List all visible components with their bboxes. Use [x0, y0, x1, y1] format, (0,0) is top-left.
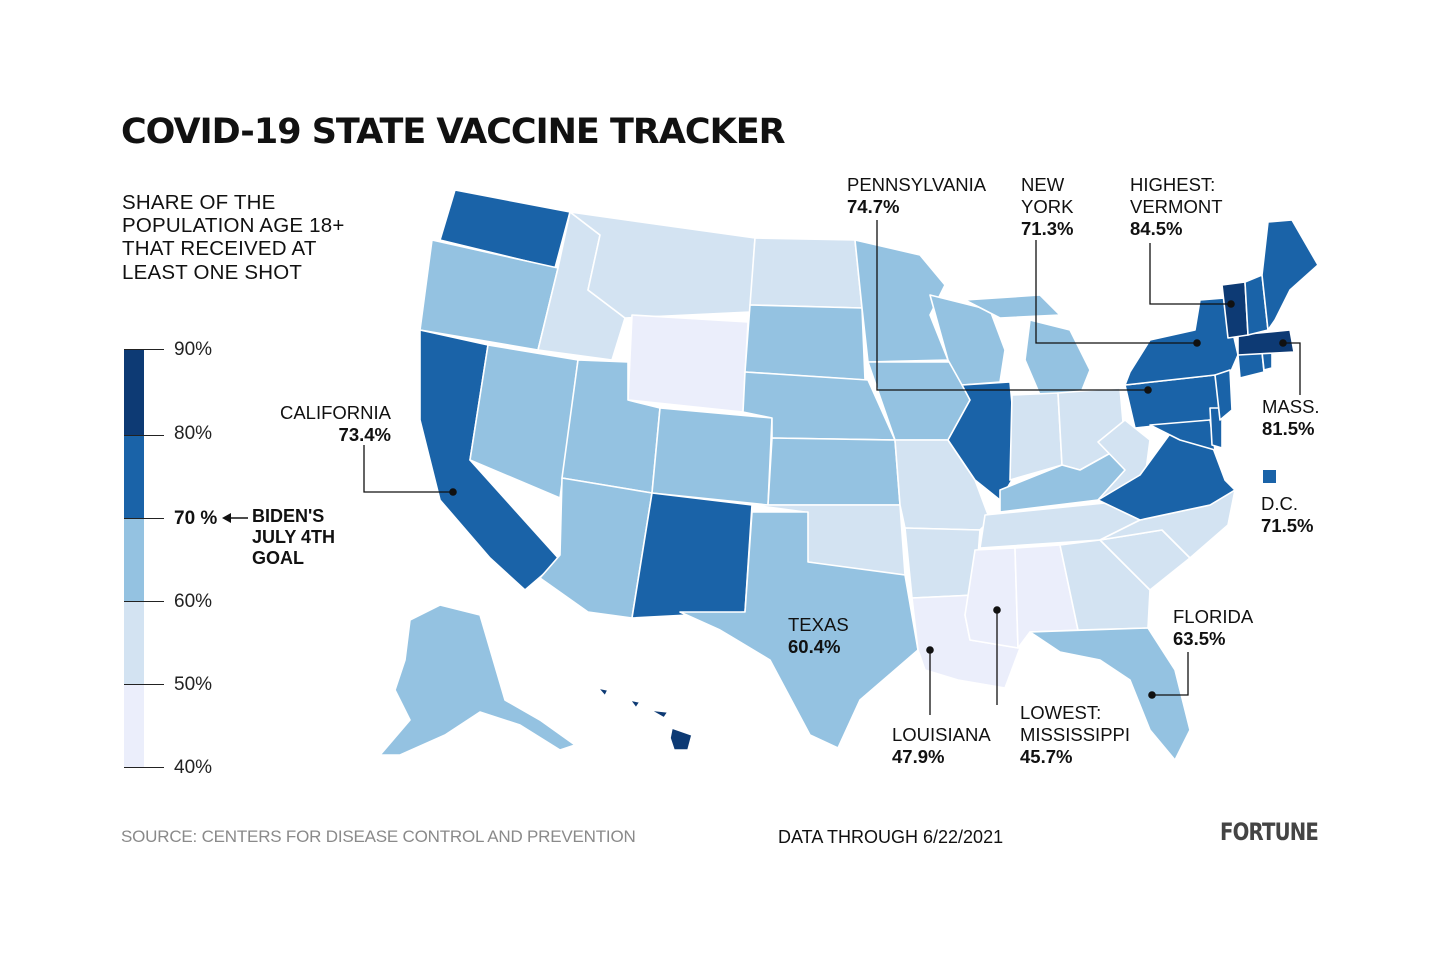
state-south-dakota	[744, 304, 866, 381]
state-texas	[679, 511, 919, 749]
callout-california: CALIFORNIA 73.4%	[276, 402, 391, 446]
legend-tick-label-60: 60%	[174, 591, 213, 612]
state-connecticut	[1237, 351, 1265, 379]
callout-pennsylvania-name: PENNSYLVANIA	[847, 174, 987, 195]
callout-new-york-name: NEW YORK	[1021, 174, 1074, 217]
callout-louisiana: LOUISIANA 47.9%	[892, 724, 991, 768]
state-indiana	[1009, 392, 1063, 481]
callout-louisiana-value: 47.9%	[892, 746, 945, 767]
callout-mississippi-name: LOWEST: MISSISSIPPI	[1020, 702, 1131, 745]
state-minnesota	[854, 239, 949, 363]
state-hawaii	[597, 687, 693, 751]
state-north-dakota	[749, 237, 863, 309]
data-through-note: DATA THROUGH 6/22/2021	[778, 827, 1004, 847]
goal-arrow-icon	[222, 513, 248, 523]
map-title: COVID-19 STATE VACCINE TRACKER	[121, 112, 786, 152]
state-new-jersey	[1214, 369, 1233, 421]
dot-pennsylvania	[1144, 386, 1152, 394]
legend-tick-label-70: 70 %	[174, 508, 218, 529]
callout-california-value: 73.4%	[338, 424, 391, 445]
fortune-logo: FORTUNE	[1220, 818, 1319, 846]
callout-california-name: CALIFORNIA	[279, 402, 391, 423]
callout-vermont-value: 84.5%	[1130, 218, 1183, 239]
callout-pennsylvania-value: 74.7%	[847, 196, 900, 217]
dot-vermont	[1227, 300, 1235, 308]
state-michigan	[1024, 319, 1091, 396]
callout-florida-value: 63.5%	[1173, 628, 1226, 649]
callout-florida: FLORIDA 63.5%	[1173, 606, 1253, 650]
leader-florida	[1152, 652, 1189, 696]
callout-mass: MASS. 81.5%	[1262, 396, 1320, 440]
callout-dc-name: D.C.	[1261, 493, 1298, 514]
dot-mississippi	[993, 606, 1001, 614]
legend-color-scale	[124, 349, 144, 767]
state-nevada	[469, 344, 579, 499]
legend-bin-60-70	[124, 518, 144, 601]
legend-tick-70	[124, 518, 164, 519]
callout-pennsylvania: PENNSYLVANIA 74.7%	[847, 174, 986, 218]
callout-vermont-name: HIGHEST: VERMONT	[1130, 174, 1223, 217]
state-colorado	[651, 407, 773, 506]
callout-mass-name: MASS.	[1262, 396, 1320, 417]
callout-mississippi-value: 45.7%	[1020, 746, 1073, 767]
dot-new-york	[1193, 339, 1201, 347]
state-kansas	[767, 437, 901, 506]
leader-vermont	[1149, 243, 1231, 305]
leader-california	[363, 445, 453, 493]
state-massachusetts	[1237, 329, 1295, 356]
callout-new-york: NEW YORK 71.3%	[1021, 174, 1081, 240]
legend-tick-label-90: 90%	[174, 339, 213, 360]
dot-mass	[1279, 339, 1287, 347]
legend-tick-50	[124, 684, 164, 685]
callout-mass-value: 81.5%	[1262, 418, 1315, 439]
callout-florida-name: FLORIDA	[1173, 606, 1254, 627]
legend-bin-50-60	[124, 601, 144, 684]
legend-tick-80	[124, 435, 164, 436]
callout-dc: D.C. 71.5%	[1261, 493, 1313, 537]
legend-bin-70-80	[124, 435, 144, 518]
map-subtitle: SHARE OF THE POPULATION AGE 18+ THAT REC…	[122, 191, 345, 284]
legend-tick-label-80: 80%	[174, 423, 213, 444]
state-mississippi	[964, 547, 1019, 649]
dc-color-swatch	[1263, 470, 1276, 483]
state-maryland	[1149, 419, 1216, 451]
state-new-york	[1124, 297, 1239, 386]
legend-tick-60	[124, 601, 164, 602]
dot-california	[449, 488, 457, 496]
leader-pennsylvania	[876, 220, 1148, 391]
callout-texas-value: 60.4%	[788, 636, 841, 657]
legend-bin-40-50	[124, 684, 144, 767]
dot-florida	[1148, 691, 1156, 699]
state-maine	[1261, 219, 1319, 331]
state-new-mexico	[631, 492, 753, 619]
callout-mississippi: LOWEST: MISSISSIPPI 45.7%	[1020, 702, 1135, 768]
state-georgia	[1059, 539, 1151, 631]
legend-tick-label-50: 50%	[174, 674, 213, 695]
dot-louisiana	[926, 646, 934, 654]
state-alaska	[379, 604, 576, 756]
state-florida	[1029, 627, 1191, 761]
state-wyoming	[627, 314, 749, 413]
source-note: SOURCE: CENTERS FOR DISEASE CONTROL AND …	[121, 827, 636, 846]
callout-vermont: HIGHEST: VERMONT 84.5%	[1130, 174, 1230, 240]
legend-tick-label-40: 40%	[174, 757, 213, 778]
callout-texas-name: TEXAS	[788, 614, 849, 635]
leader-new-york	[1035, 240, 1197, 344]
leader-mass	[1283, 342, 1301, 395]
callout-louisiana-name: LOUISIANA	[892, 724, 991, 745]
callout-texas: TEXAS 60.4%	[788, 614, 849, 658]
state-rhode-island	[1261, 351, 1273, 371]
legend-tick-90	[124, 349, 164, 350]
callout-dc-value: 71.5%	[1261, 515, 1314, 536]
goal-label: BIDEN'S JULY 4TH GOAL	[252, 506, 336, 568]
callout-new-york-value: 71.3%	[1021, 218, 1074, 239]
legend-bin-80-90	[124, 349, 144, 435]
legend-tick-40	[124, 767, 164, 768]
